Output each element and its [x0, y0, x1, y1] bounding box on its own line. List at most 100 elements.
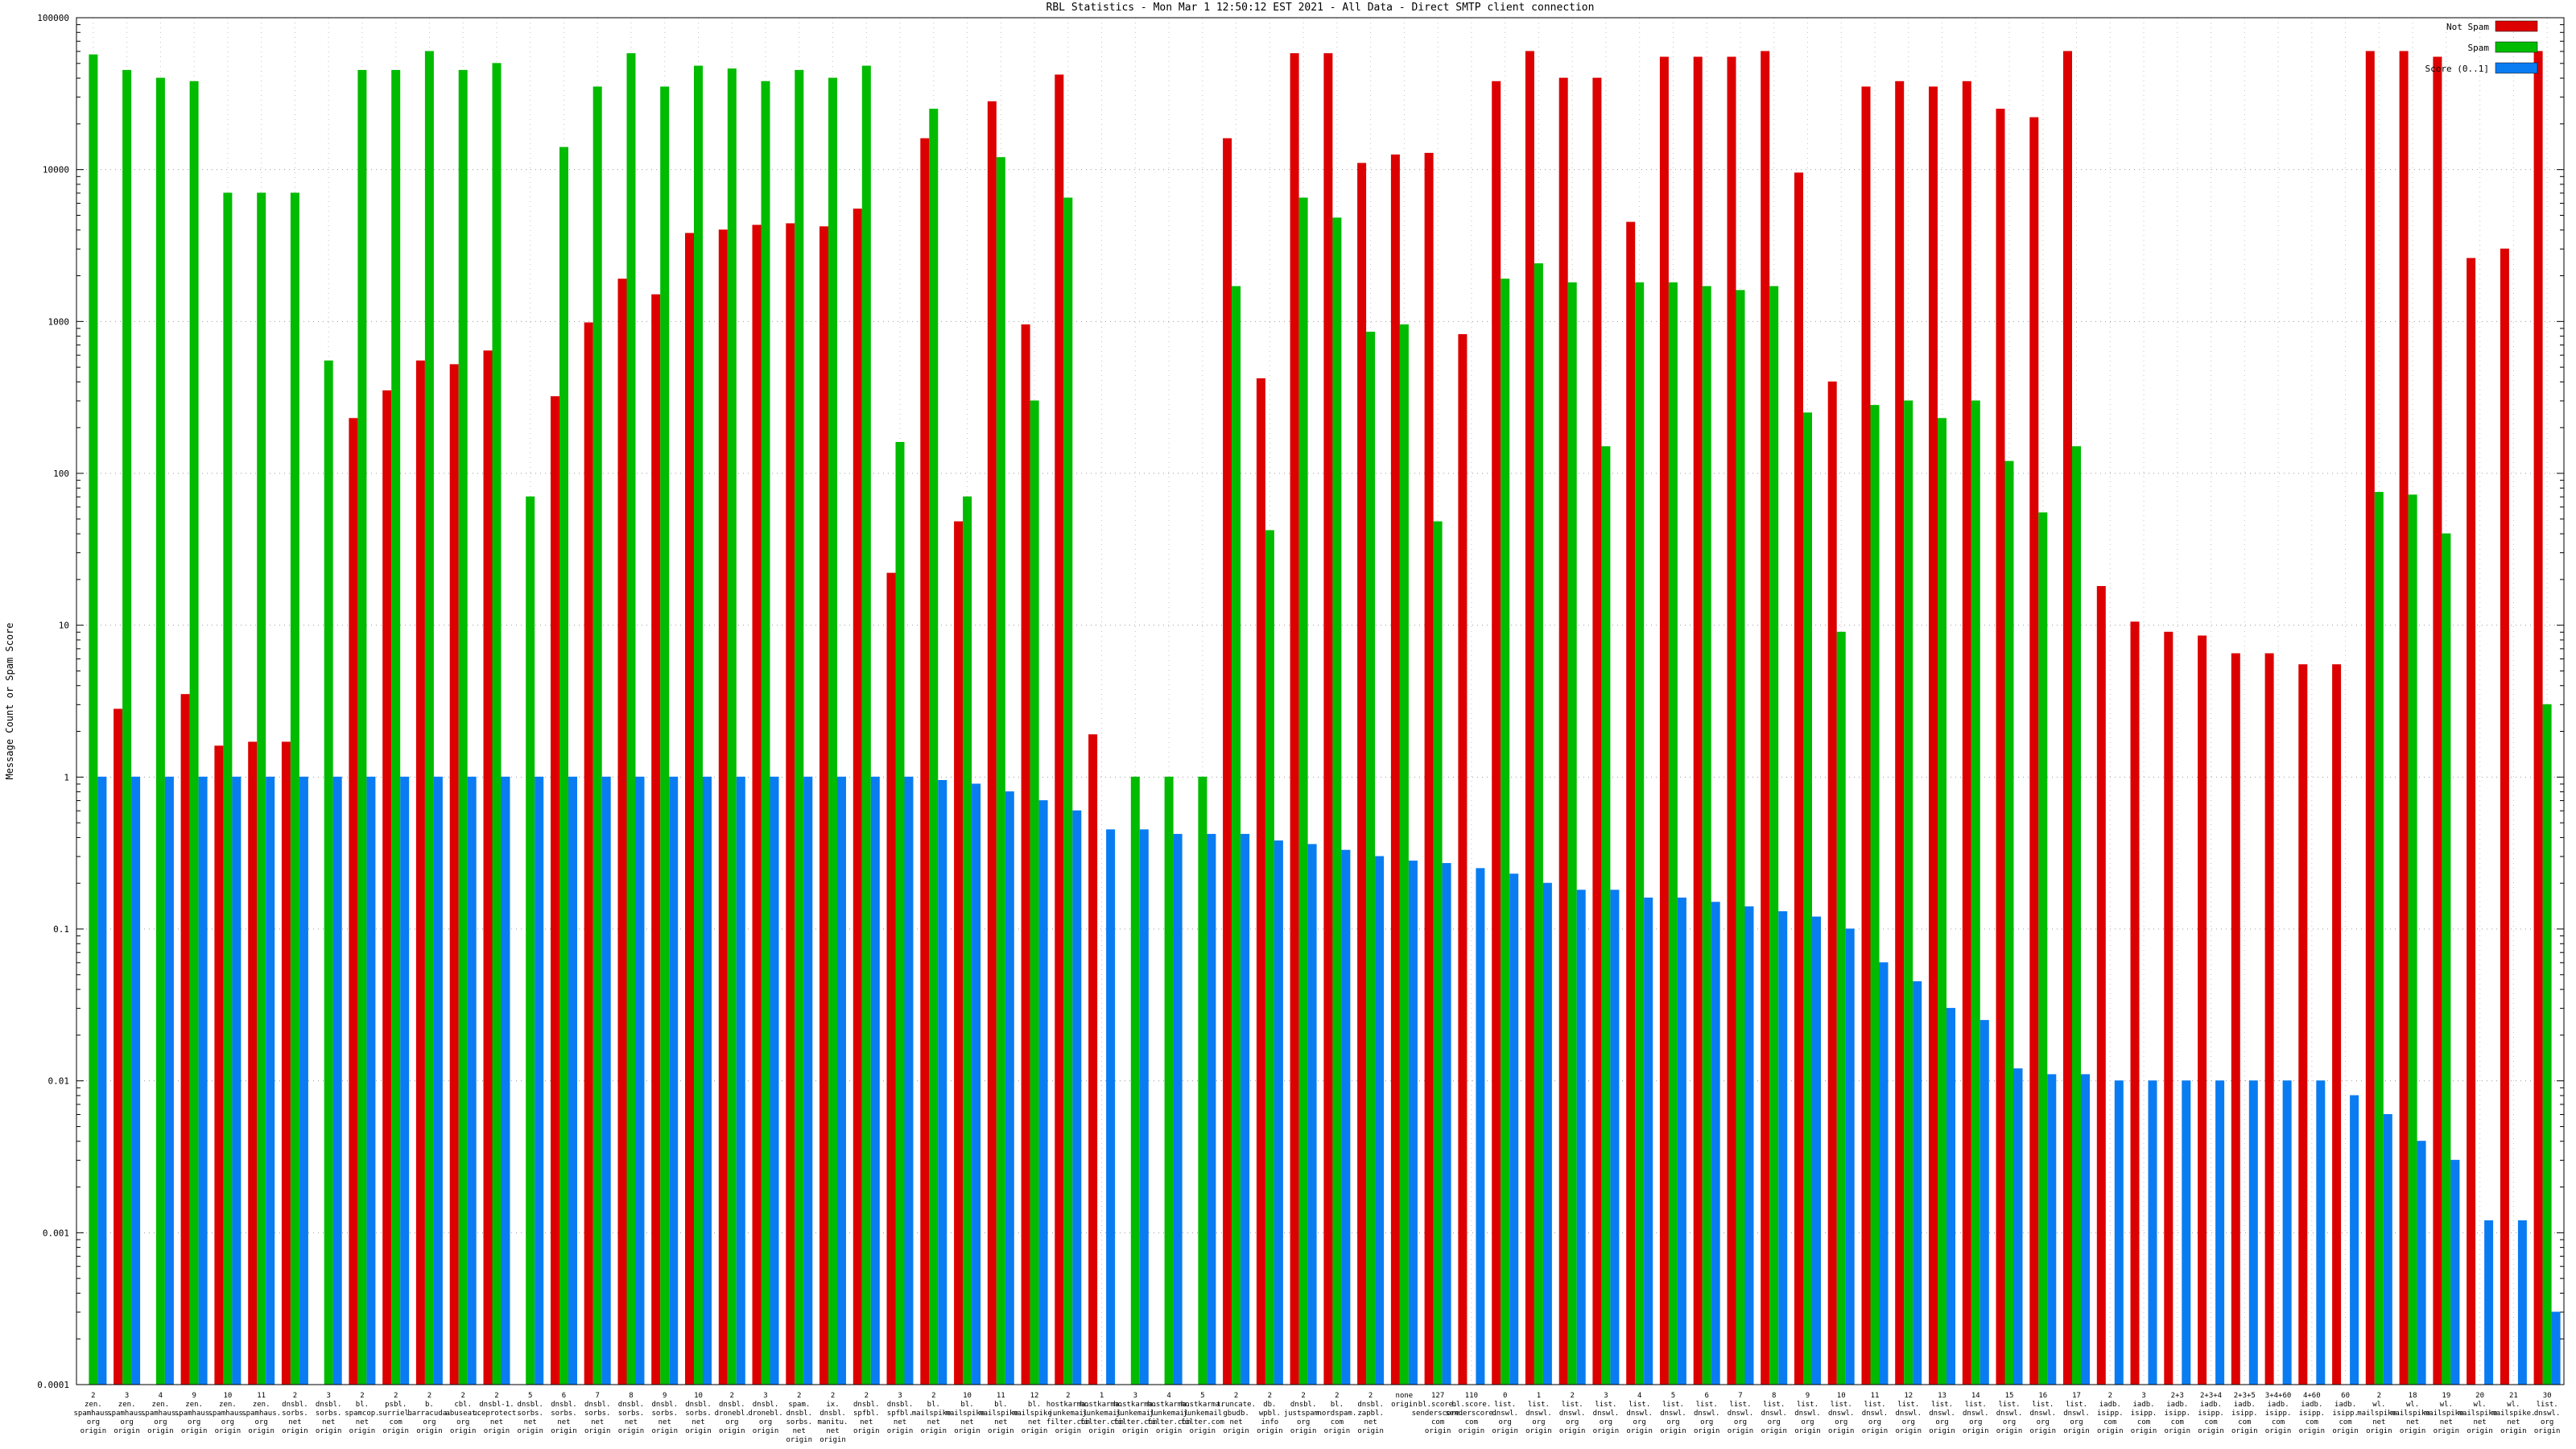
- bar-spam: [1130, 776, 1140, 1385]
- bar-not-spam: [1794, 172, 1803, 1385]
- x-tick-label: dnsbl.: [517, 1401, 543, 1409]
- bar-spam: [861, 65, 871, 1385]
- x-tick-label: zen.: [118, 1401, 136, 1409]
- bar-spam: [660, 86, 670, 1385]
- x-tick-label: dnswl.: [1761, 1410, 1787, 1418]
- x-tick-label: dnsbl.: [685, 1401, 712, 1409]
- x-tick-label: origin: [584, 1427, 611, 1435]
- bar-score-0-1: [1845, 928, 1855, 1385]
- bar-score-0-1: [366, 776, 376, 1385]
- x-tick-label: origin: [1391, 1401, 1418, 1409]
- y-tick-label: 0.1: [53, 924, 69, 935]
- bar-not-spam: [1357, 163, 1367, 1385]
- x-tick-label: origin: [988, 1427, 1014, 1435]
- bar-score-0-1: [1241, 833, 1250, 1385]
- bar-not-spam: [349, 418, 358, 1385]
- bar-score-0-1: [736, 776, 745, 1385]
- x-tick-label: sorbs.: [786, 1418, 813, 1426]
- x-tick-label: 2: [2377, 1392, 2381, 1400]
- x-tick-label: origin: [719, 1427, 745, 1435]
- x-tick-label: com: [2171, 1418, 2184, 1426]
- x-tick-label: net: [2440, 1418, 2453, 1426]
- bar-not-spam: [1424, 152, 1434, 1385]
- bar-score-0-1: [904, 776, 914, 1385]
- x-tick-label: spfbl.: [853, 1410, 880, 1418]
- x-tick-label: 60: [2341, 1392, 2350, 1400]
- x-tick-label: 9: [1806, 1392, 1810, 1400]
- x-tick-label: org: [87, 1418, 100, 1426]
- plot-border: [76, 17, 2565, 1385]
- x-tick-label: dnsbl.: [551, 1401, 577, 1409]
- bar-spam: [223, 192, 233, 1385]
- bar-score-0-1: [1610, 890, 1620, 1385]
- legend: Not Spam Spam Score (0..1]: [2425, 20, 2538, 74]
- bar-not-spam: [382, 390, 392, 1385]
- x-tick-label: origin: [1190, 1427, 1216, 1435]
- bar-score-0-1: [837, 776, 846, 1385]
- x-tick-label: org: [255, 1418, 268, 1426]
- x-tick-label: origin: [2030, 1427, 2057, 1435]
- bar-not-spam: [987, 101, 997, 1385]
- bar-not-spam: [1223, 138, 1232, 1385]
- bar-spam: [1501, 279, 1510, 1385]
- bar-not-spam: [819, 226, 828, 1385]
- x-tick-label: origin: [2231, 1427, 2258, 1435]
- x-tick-label: 3: [125, 1392, 129, 1400]
- x-tick-label: origin: [819, 1436, 846, 1444]
- bar-not-spam: [2063, 51, 2072, 1385]
- x-tick-label: dnswl.: [1492, 1410, 1518, 1418]
- x-tick-label: dronebl.: [748, 1410, 782, 1418]
- x-tick-label: org: [188, 1418, 200, 1426]
- bar-not-spam: [1827, 381, 1837, 1385]
- bar-not-spam: [2533, 51, 2543, 1385]
- bar-spam: [492, 63, 502, 1385]
- x-tick-label: origin: [2063, 1427, 2090, 1435]
- bar-not-spam: [718, 229, 728, 1385]
- x-tick-label: origin: [1324, 1427, 1351, 1435]
- x-tick-label: truncate.: [1216, 1401, 1256, 1409]
- x-tick-label: none: [1396, 1392, 1414, 1400]
- bar-spam: [2004, 460, 2014, 1385]
- x-tick-label: origin: [1425, 1427, 1451, 1435]
- x-tick-label: dnsbl.: [282, 1401, 308, 1409]
- x-tick-label: list.: [2066, 1401, 2087, 1409]
- x-tick-label: org: [1801, 1418, 1814, 1426]
- x-tick-label: origin: [382, 1427, 409, 1435]
- x-tick-label: org: [1566, 1418, 1579, 1426]
- x-tick-label: list.: [1595, 1401, 1616, 1409]
- x-tick-label: com: [2204, 1418, 2217, 1426]
- x-tick-label: 2+3+5: [2234, 1392, 2256, 1400]
- x-tick-label: origin: [1156, 1427, 1183, 1435]
- x-tick-label: origin: [2366, 1427, 2392, 1435]
- x-tick-label: dnswl.: [1728, 1410, 1754, 1418]
- x-tick-label: 0: [1503, 1392, 1507, 1400]
- x-tick-label: origin: [1794, 1427, 1821, 1435]
- bar-score-0-1: [2081, 1074, 2090, 1385]
- x-tick-label: junkemail: [1048, 1410, 1088, 1418]
- bar-spam: [795, 69, 804, 1385]
- x-tick-label: filter.com: [1147, 1418, 1191, 1426]
- x-tick-label: bl.: [994, 1401, 1007, 1409]
- bar-spam: [1938, 418, 1946, 1385]
- x-tick-label: origin: [1996, 1427, 2023, 1435]
- bar-not-spam: [1492, 80, 1501, 1385]
- x-tick-label: 11: [257, 1392, 266, 1400]
- x-tick-label: dnsbl.: [316, 1401, 342, 1409]
- x-tick-label: origin: [2500, 1427, 2527, 1435]
- x-tick-label: net: [1028, 1418, 1041, 1426]
- bar-score-0-1: [568, 776, 577, 1385]
- bar-spam: [1601, 446, 1611, 1385]
- bar-score-0-1: [266, 776, 275, 1385]
- bar-not-spam: [1390, 154, 1400, 1385]
- bar-score-0-1: [2248, 1080, 2258, 1385]
- bar-not-spam: [2096, 586, 2106, 1385]
- x-tick-label: dnswl.: [2030, 1410, 2057, 1418]
- bar-score-0-1: [2350, 1095, 2359, 1385]
- bar-score-0-1: [131, 776, 141, 1385]
- x-tick-label: spamhaus.: [73, 1410, 113, 1418]
- x-tick-label: origin: [1290, 1427, 1317, 1435]
- bar-not-spam: [180, 694, 190, 1385]
- bar-not-spam: [852, 208, 862, 1385]
- x-tick-label: org: [1666, 1418, 1679, 1426]
- bar-score-0-1: [467, 776, 477, 1385]
